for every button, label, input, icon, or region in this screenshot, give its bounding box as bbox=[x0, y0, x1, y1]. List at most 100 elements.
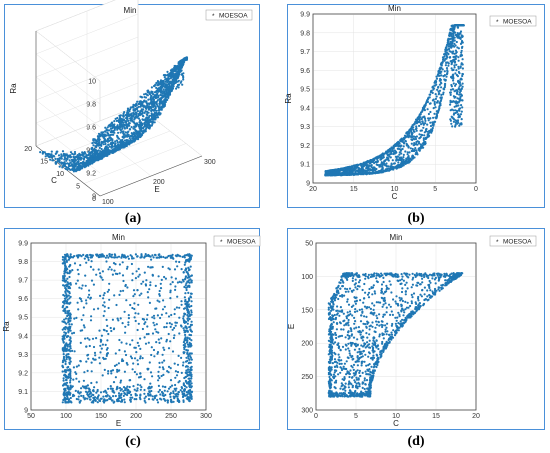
panel-b-point bbox=[455, 69, 458, 72]
panel-d-point bbox=[385, 306, 388, 309]
panel-c-point bbox=[109, 326, 112, 330]
panel-c-point bbox=[123, 398, 126, 401]
panel-c-point bbox=[163, 326, 166, 329]
panel-b-point bbox=[404, 139, 407, 143]
panel-c-point bbox=[160, 313, 163, 316]
panel-c-point bbox=[151, 395, 154, 398]
panel-d-point bbox=[338, 314, 341, 317]
panel-c-point bbox=[116, 317, 119, 320]
panel-d-point bbox=[408, 316, 411, 319]
panel-d-point bbox=[365, 315, 368, 318]
panel-b-point bbox=[390, 165, 393, 169]
panel-c-point bbox=[136, 389, 139, 392]
panel-b-point bbox=[454, 95, 457, 99]
panel-b-point bbox=[429, 124, 433, 128]
panel-d-point bbox=[384, 302, 387, 305]
panel-c-point bbox=[90, 315, 93, 318]
panel-b-point bbox=[385, 169, 388, 172]
panel-d-point bbox=[393, 334, 397, 337]
panel-c-point bbox=[182, 352, 185, 355]
panel-d-point bbox=[438, 289, 441, 292]
panel-d-point bbox=[335, 379, 338, 382]
panel-c-point bbox=[146, 368, 149, 371]
panel-d-point bbox=[436, 274, 439, 277]
panel-d-point bbox=[387, 287, 390, 290]
panel-b-point bbox=[449, 44, 453, 47]
panel-b-ytick-label: 9.7 bbox=[300, 49, 310, 56]
panel-d-point bbox=[380, 283, 384, 286]
panel-d-xtick-label: 20 bbox=[472, 413, 480, 420]
panel-b-point bbox=[426, 123, 429, 126]
panel-d-point bbox=[330, 309, 333, 312]
panel-d-point bbox=[368, 328, 371, 331]
panel-c-point bbox=[133, 293, 136, 296]
panel-d-point bbox=[364, 353, 367, 356]
panel-b-point bbox=[417, 148, 420, 151]
panel-c-point bbox=[95, 391, 98, 394]
panel-d-point bbox=[381, 340, 384, 344]
panel-d-point bbox=[378, 324, 381, 327]
panel-b-point bbox=[459, 78, 462, 81]
panel-c-point bbox=[147, 341, 150, 344]
panel-c-point bbox=[104, 343, 107, 346]
panel-b-point bbox=[428, 130, 431, 133]
panel-b-point bbox=[386, 151, 389, 154]
panel-d-point bbox=[401, 307, 404, 310]
panel-d-point bbox=[388, 303, 391, 306]
panel-c-point bbox=[117, 319, 120, 322]
panel-c-point bbox=[160, 374, 163, 378]
panel-b-point bbox=[460, 110, 463, 113]
panel-d-point bbox=[346, 322, 349, 325]
panel-b-point bbox=[427, 112, 430, 116]
panel-d-point bbox=[385, 272, 388, 275]
panel-c-point bbox=[172, 336, 175, 340]
panel-c-point bbox=[144, 321, 147, 324]
panel-c-point bbox=[126, 255, 129, 258]
panel-d-point bbox=[390, 337, 393, 340]
panel-c-point bbox=[102, 254, 105, 257]
panel-d-point bbox=[352, 304, 355, 307]
panel-c-point bbox=[92, 308, 96, 311]
panel-d-point bbox=[423, 293, 426, 296]
panel-d-point bbox=[372, 354, 375, 357]
panel-d-point bbox=[404, 293, 407, 296]
panel-b-point bbox=[415, 118, 418, 121]
panel-c-point bbox=[67, 388, 70, 391]
panel-b-point bbox=[445, 51, 448, 54]
panel-c-point bbox=[112, 381, 116, 384]
panel-c-point bbox=[63, 297, 67, 300]
panel-c-point bbox=[163, 305, 166, 308]
panel-c-point bbox=[189, 265, 192, 268]
panel-b-point bbox=[458, 32, 461, 35]
panel-c-point bbox=[185, 391, 188, 394]
panel-d-point bbox=[353, 300, 357, 303]
panel-b-point bbox=[447, 64, 450, 67]
panel-c-point bbox=[153, 324, 156, 327]
panel-b-point bbox=[346, 173, 349, 176]
panel-c-point bbox=[184, 261, 187, 264]
panel-c-xtick-label: 200 bbox=[130, 413, 142, 420]
panel-d-point bbox=[374, 292, 377, 295]
panel-b-point bbox=[454, 84, 457, 87]
panel-b-point bbox=[366, 160, 370, 163]
panel-c-point bbox=[175, 374, 179, 377]
panel-c-point bbox=[162, 255, 165, 259]
panel-c-point bbox=[103, 368, 106, 371]
panel-c-point bbox=[182, 315, 185, 318]
panel-b-point bbox=[413, 149, 416, 153]
panel-c-point bbox=[69, 263, 72, 267]
panel-c-point bbox=[187, 382, 190, 385]
panel-c-point bbox=[178, 260, 181, 264]
panel-d-point bbox=[363, 305, 367, 308]
panel-d-point bbox=[348, 349, 351, 352]
panel-d-point bbox=[355, 296, 358, 299]
panel-c-point bbox=[68, 329, 71, 332]
panel-c-point bbox=[69, 316, 72, 319]
panel-c-point bbox=[95, 381, 98, 384]
panel-b-point bbox=[443, 70, 446, 73]
panel-b-point bbox=[434, 79, 437, 82]
panel-b-point bbox=[367, 167, 370, 170]
panel-c-point bbox=[115, 363, 118, 366]
panel-c-point bbox=[89, 319, 93, 322]
panel-c-point bbox=[148, 301, 151, 304]
